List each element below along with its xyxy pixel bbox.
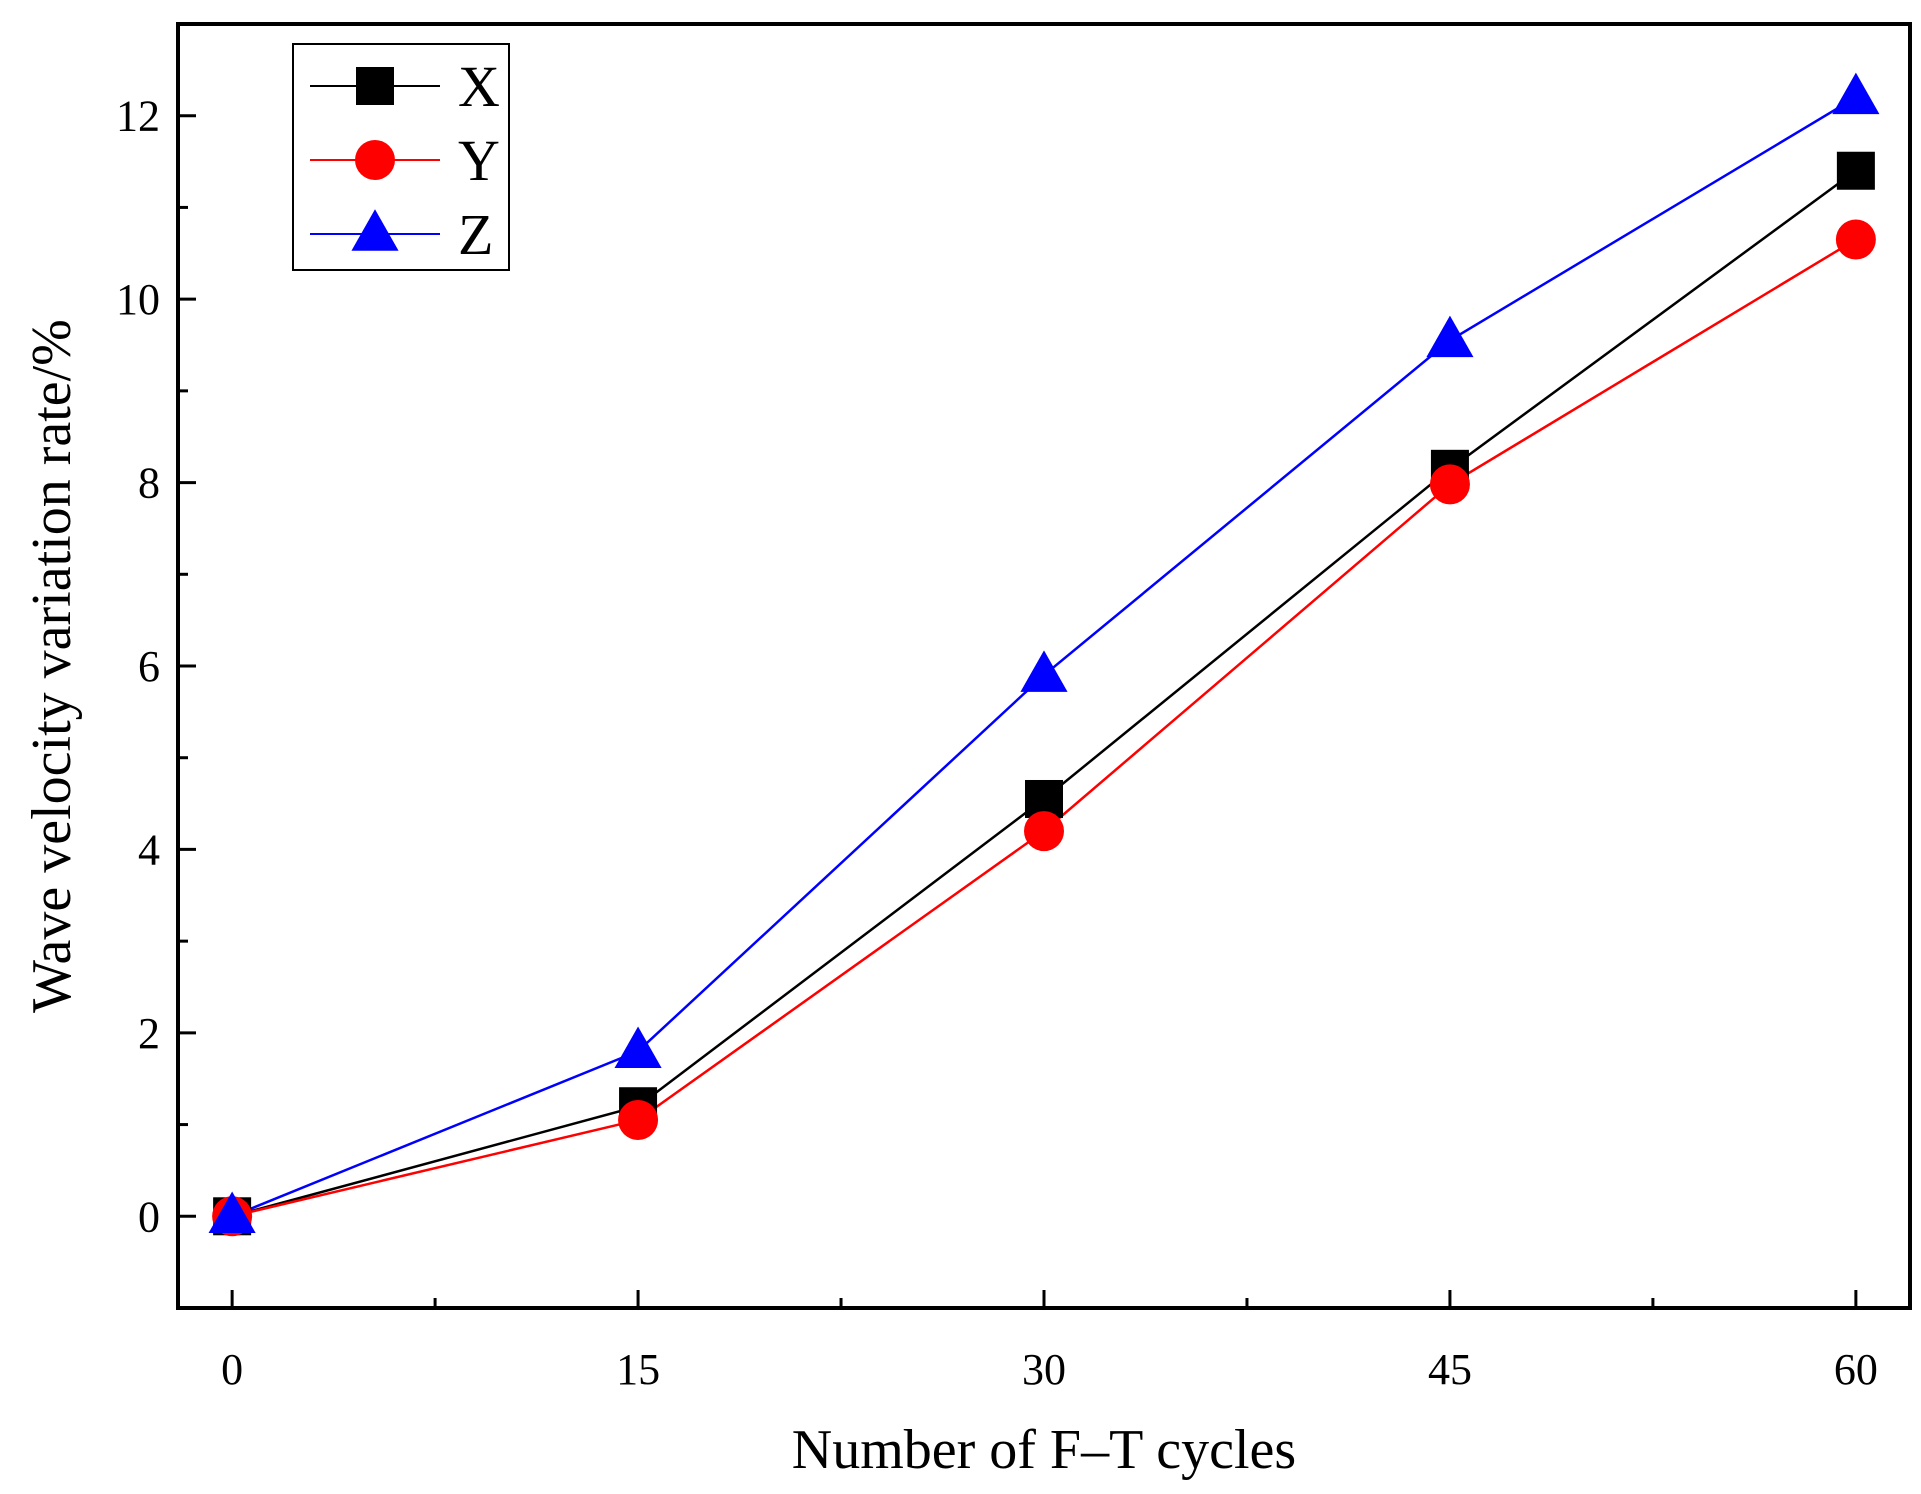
x-tick-label: 0 xyxy=(221,1345,243,1394)
x-axis-title: Number of F–T cycles xyxy=(792,1419,1296,1481)
series-layer xyxy=(208,72,1880,1237)
legend-marker-y xyxy=(355,140,395,180)
data-point-z xyxy=(1426,315,1474,358)
x-tick-label: 15 xyxy=(616,1345,660,1394)
data-point-z xyxy=(614,1026,662,1068)
legend-label-z: Z xyxy=(458,202,493,267)
data-point-z xyxy=(1832,72,1880,115)
data-point-y xyxy=(1835,219,1876,260)
y-tick-label: 12 xyxy=(116,92,160,141)
y-tick-label: 8 xyxy=(138,459,160,508)
y-tick-label: 6 xyxy=(138,642,160,691)
y-tick-label: 10 xyxy=(116,275,160,324)
legend-marker-shape-x xyxy=(356,67,394,105)
x-tick-label: 30 xyxy=(1022,1345,1066,1394)
data-point-y xyxy=(618,1099,659,1140)
y-axis-title: Wave velocity variation rate/% xyxy=(21,319,83,1013)
data-point-y xyxy=(1024,811,1064,852)
data-point-z xyxy=(1020,650,1068,692)
y-tick-label: 2 xyxy=(138,1009,160,1058)
x-tick-label: 60 xyxy=(1834,1345,1878,1394)
legend-box xyxy=(292,43,510,271)
x-tick-label: 45 xyxy=(1428,1345,1472,1394)
axis-layer: 0 15 30 45 60 0 2 4 6 8 10 12 xyxy=(116,92,1878,1394)
data-point-y xyxy=(1429,464,1470,505)
legend-marker-shape-y xyxy=(355,140,395,180)
legend-label-x: X xyxy=(458,54,500,119)
legend: X Y Z xyxy=(292,43,510,271)
legend-marker-x xyxy=(356,67,394,105)
series-line-x xyxy=(231,169,1857,1218)
y-tick-label: 0 xyxy=(138,1192,160,1241)
legend-marker-shape-z xyxy=(351,209,399,251)
data-point-z xyxy=(208,1191,256,1234)
series-line-y xyxy=(231,238,1857,1218)
legend-marker-z xyxy=(351,209,399,251)
data-point-x xyxy=(1836,151,1875,190)
legend-label-y: Y xyxy=(458,128,500,193)
y-tick-label: 4 xyxy=(138,825,160,874)
